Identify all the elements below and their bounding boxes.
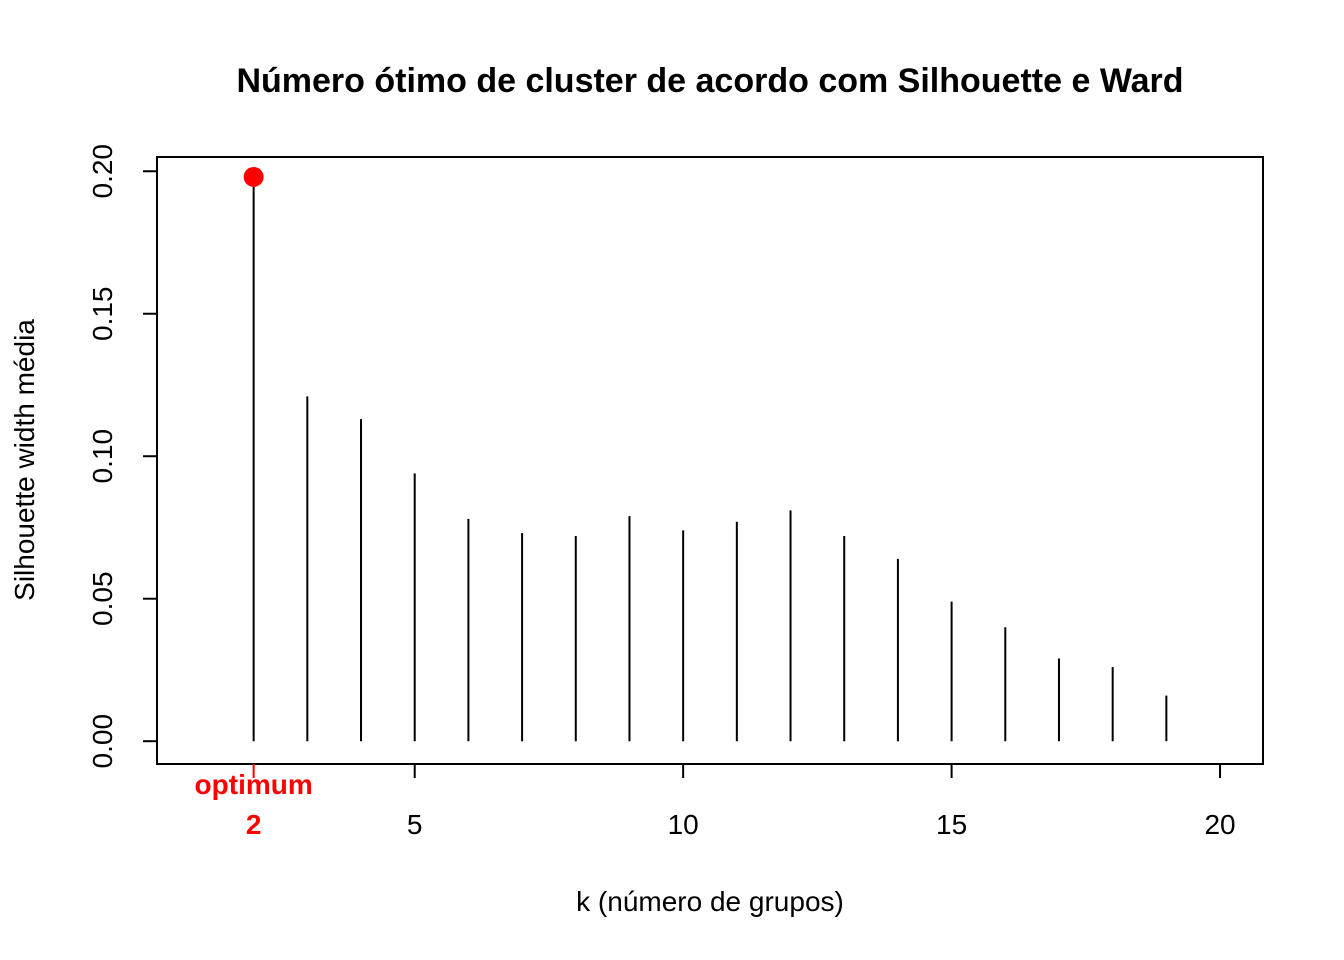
x-axis-label: k (número de grupos) bbox=[576, 886, 844, 917]
y-axis: 0.00 0.05 0.10 0.15 0.20 bbox=[87, 144, 157, 768]
optimum-k-label: 2 bbox=[246, 809, 262, 840]
chart-title: Número ótimo de cluster de acordo com Si… bbox=[236, 62, 1183, 100]
x-tick-label: 10 bbox=[668, 809, 699, 840]
optimum-marker-group: optimum 2 bbox=[195, 166, 313, 840]
x-tick-label: 15 bbox=[936, 809, 967, 840]
x-axis: 5 10 15 20 bbox=[407, 764, 1236, 840]
x-tick-label: 5 bbox=[407, 809, 423, 840]
y-tick-label: 0.00 bbox=[87, 714, 118, 769]
y-tick-label: 0.05 bbox=[87, 571, 118, 626]
x-tick-label: 20 bbox=[1204, 809, 1235, 840]
optimum-label: optimum bbox=[195, 769, 313, 800]
y-axis-label: Silhouette width média bbox=[9, 319, 40, 601]
optimum-point bbox=[243, 166, 264, 187]
y-tick-label: 0.20 bbox=[87, 144, 118, 199]
plot-frame bbox=[156, 156, 1264, 765]
y-tick-label: 0.15 bbox=[87, 286, 118, 341]
y-tick-label: 0.10 bbox=[87, 429, 118, 484]
bars bbox=[252, 176, 1168, 742]
